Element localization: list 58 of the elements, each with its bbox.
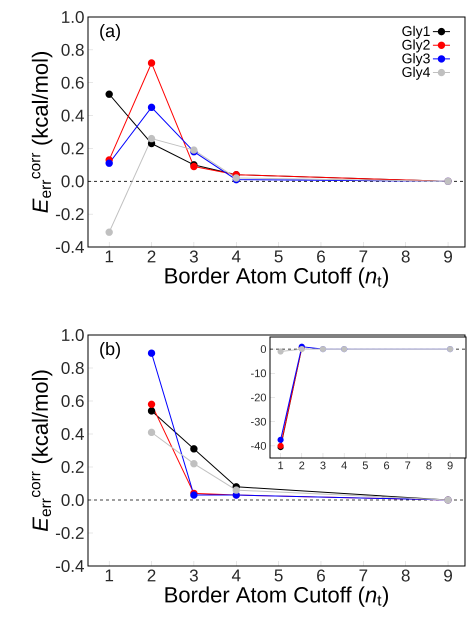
x-tick-label: 2 [148, 570, 156, 582]
x-tick-label: 8 [426, 462, 432, 470]
x-tick-label: 9 [444, 250, 452, 263]
y-axis-title: E$_{err}$$^{corr}$ (kcal/mol) [32, 52, 52, 213]
x-tick-label: 8 [402, 250, 410, 263]
y-axis-title: E$_{err}$$^{corr}$ (kcal/mol) [32, 370, 52, 532]
y-tick-label: -0.4 [56, 560, 84, 572]
x-tick-label: 7 [405, 462, 410, 470]
y-tick-label: -0.4 [56, 240, 84, 254]
y-tick-label: 0.6 [61, 76, 84, 89]
x-tick-label: 9 [448, 462, 453, 470]
x-tick-label: 6 [384, 462, 390, 470]
y-tick-label: 1.0 [62, 328, 84, 342]
x-tick-label: 5 [274, 250, 283, 262]
y-tick-label: -40 [251, 442, 266, 450]
x-tick-label: 3 [190, 570, 198, 582]
y-tick-label: 0.6 [61, 394, 84, 408]
y-tick-label: 0.0 [61, 494, 84, 506]
y-tick-label: 0 [260, 345, 266, 353]
x-tick-label: 3 [320, 462, 326, 470]
annotation: (b) [100, 342, 120, 359]
x-tick-label: 1 [106, 250, 114, 262]
x-tick-label: 2 [299, 462, 304, 470]
x-tick-label: 4 [341, 462, 347, 470]
x-axis-title: Border Atom Cutoff (n$_{t}$) [165, 586, 388, 607]
x-tick-label: 1 [278, 462, 284, 470]
y-tick-label: -30 [251, 418, 266, 426]
annotation: (a) [100, 24, 120, 41]
y-tick-label: -0.2 [56, 208, 84, 220]
legend-label: Gly2 [402, 39, 430, 52]
legend-label: Gly3 [402, 53, 430, 66]
y-tick-label: 0.8 [61, 362, 84, 374]
y-tick-label: 0.8 [61, 44, 84, 56]
legend-label: Gly1 [402, 26, 430, 39]
x-tick-label: 1 [106, 570, 114, 582]
x-tick-label: 7 [359, 250, 368, 262]
x-tick-label: 6 [317, 250, 325, 263]
x-tick-label: 8 [402, 570, 410, 582]
x-tick-label: 4 [232, 570, 240, 582]
y-tick-label: 0.4 [61, 110, 84, 122]
x-axis-title: Border Atom Cutoff (n$_{t}$) [165, 267, 388, 288]
y-tick-label: 0.2 [61, 142, 84, 154]
x-tick-label: 5 [274, 570, 283, 582]
x-tick-label: 5 [362, 462, 368, 470]
x-tick-label: 9 [444, 570, 452, 582]
legend-label: Gly4 [402, 66, 430, 80]
x-tick-label: 7 [359, 570, 368, 582]
y-tick-label: 0.0 [61, 175, 84, 188]
x-tick-label: 3 [190, 250, 198, 263]
y-tick-label: -10 [251, 369, 266, 378]
y-tick-label: 0.2 [61, 460, 84, 474]
y-tick-label: 0.4 [61, 428, 84, 440]
x-tick-label: 4 [232, 250, 240, 262]
x-tick-label: 6 [317, 570, 325, 582]
y-tick-label: 1.0 [62, 10, 84, 24]
x-tick-label: 2 [148, 250, 156, 262]
y-tick-label: -0.2 [56, 526, 84, 540]
y-tick-label: -20 [251, 394, 266, 402]
